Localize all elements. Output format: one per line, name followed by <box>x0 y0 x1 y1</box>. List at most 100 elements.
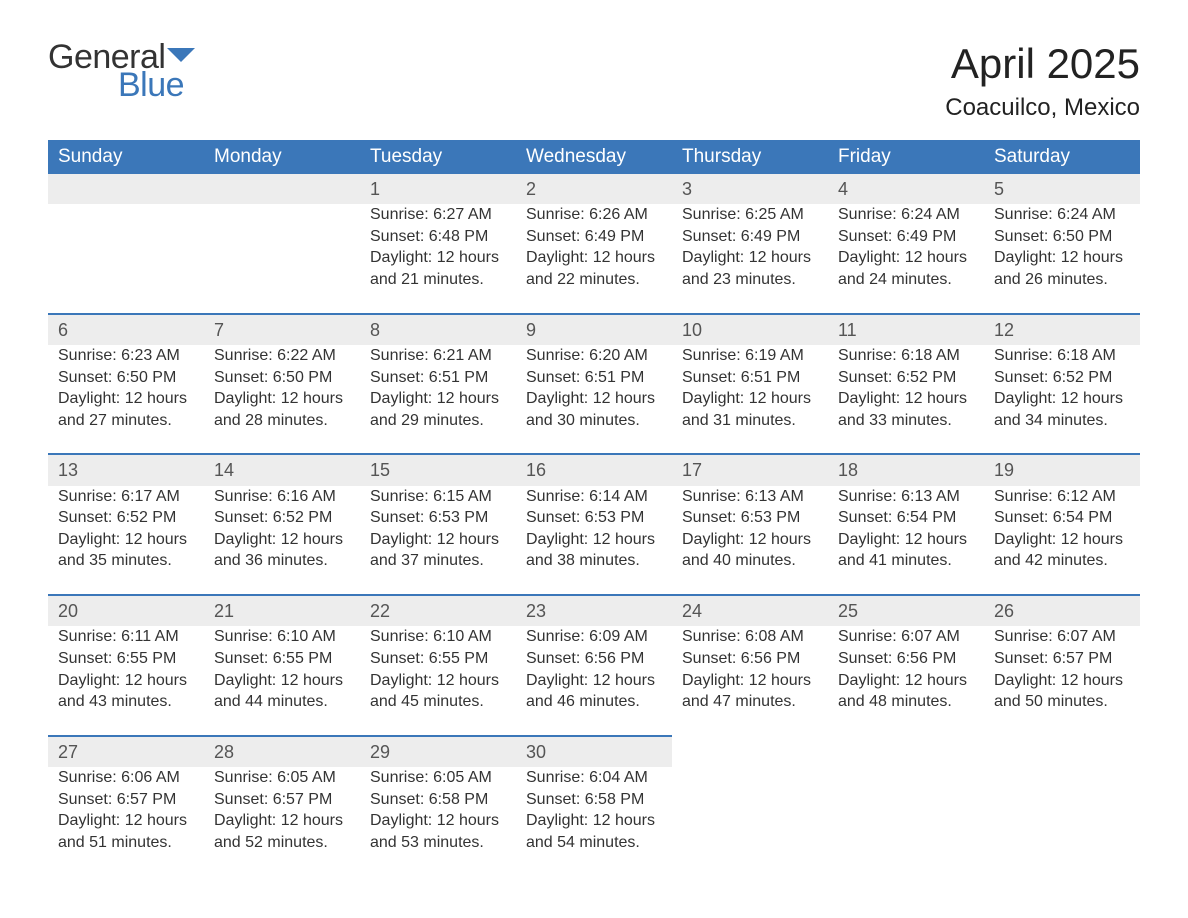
day-content-cell <box>672 767 828 875</box>
day-content-cell: Sunrise: 6:25 AMSunset: 6:49 PMDaylight:… <box>672 204 828 313</box>
day-number: 2 <box>526 179 536 199</box>
day-content-cell: Sunrise: 6:05 AMSunset: 6:58 PMDaylight:… <box>360 767 516 875</box>
sunrise-text: Sunrise: 6:08 AM <box>682 626 818 648</box>
day-content-cell <box>48 204 204 313</box>
day-number-row: 12345 <box>48 174 1140 204</box>
sunset-text: Sunset: 6:54 PM <box>838 507 974 529</box>
brand-word2: Blue <box>118 68 195 102</box>
sunrise-text: Sunrise: 6:18 AM <box>838 345 974 367</box>
daylight1-text: Daylight: 12 hours <box>58 810 194 832</box>
daylight2-text: and 40 minutes. <box>682 550 818 572</box>
sunset-text: Sunset: 6:55 PM <box>214 648 350 670</box>
day-content-cell: Sunrise: 6:10 AMSunset: 6:55 PMDaylight:… <box>360 626 516 735</box>
day-content-cell: Sunrise: 6:07 AMSunset: 6:57 PMDaylight:… <box>984 626 1140 735</box>
day-content-cell: Sunrise: 6:18 AMSunset: 6:52 PMDaylight:… <box>828 345 984 454</box>
calendar-body: 12345Sunrise: 6:27 AMSunset: 6:48 PMDayl… <box>48 174 1140 875</box>
sunset-text: Sunset: 6:54 PM <box>994 507 1130 529</box>
daylight1-text: Daylight: 12 hours <box>526 810 662 832</box>
sunset-text: Sunset: 6:58 PM <box>370 789 506 811</box>
day-content-cell: Sunrise: 6:06 AMSunset: 6:57 PMDaylight:… <box>48 767 204 875</box>
day-number-cell: 29 <box>360 736 516 767</box>
day-number: 26 <box>994 601 1014 621</box>
daylight1-text: Daylight: 12 hours <box>994 670 1130 692</box>
daylight2-text: and 38 minutes. <box>526 550 662 572</box>
sunset-text: Sunset: 6:57 PM <box>994 648 1130 670</box>
sunrise-text: Sunrise: 6:22 AM <box>214 345 350 367</box>
daylight1-text: Daylight: 12 hours <box>526 670 662 692</box>
day-number: 8 <box>370 320 380 340</box>
sunrise-text: Sunrise: 6:21 AM <box>370 345 506 367</box>
daylight1-text: Daylight: 12 hours <box>838 529 974 551</box>
daylight1-text: Daylight: 12 hours <box>370 529 506 551</box>
day-content-cell <box>984 767 1140 875</box>
page-header: General Blue April 2025 Coacuilco, Mexic… <box>48 40 1140 122</box>
daylight2-text: and 46 minutes. <box>526 691 662 713</box>
sunset-text: Sunset: 6:56 PM <box>838 648 974 670</box>
day-number-cell: 25 <box>828 595 984 626</box>
sunrise-text: Sunrise: 6:11 AM <box>58 626 194 648</box>
day-number-cell: 12 <box>984 314 1140 345</box>
day-number-cell: 23 <box>516 595 672 626</box>
day-content-cell: Sunrise: 6:12 AMSunset: 6:54 PMDaylight:… <box>984 486 1140 595</box>
day-number-cell: 8 <box>360 314 516 345</box>
day-number: 27 <box>58 742 78 762</box>
sunrise-text: Sunrise: 6:14 AM <box>526 486 662 508</box>
day-content-cell: Sunrise: 6:14 AMSunset: 6:53 PMDaylight:… <box>516 486 672 595</box>
sunrise-text: Sunrise: 6:18 AM <box>994 345 1130 367</box>
daylight2-text: and 41 minutes. <box>838 550 974 572</box>
daylight2-text: and 23 minutes. <box>682 269 818 291</box>
day-number: 17 <box>682 460 702 480</box>
day-content-cell: Sunrise: 6:24 AMSunset: 6:49 PMDaylight:… <box>828 204 984 313</box>
daylight1-text: Daylight: 12 hours <box>370 388 506 410</box>
day-number: 18 <box>838 460 858 480</box>
day-number: 11 <box>838 320 857 340</box>
sunset-text: Sunset: 6:55 PM <box>370 648 506 670</box>
day-number: 20 <box>58 601 78 621</box>
day-header: Saturday <box>984 140 1140 174</box>
day-number-cell <box>828 736 984 767</box>
daylight2-text: and 34 minutes. <box>994 410 1130 432</box>
sunrise-text: Sunrise: 6:07 AM <box>994 626 1130 648</box>
day-number-cell: 9 <box>516 314 672 345</box>
daylight2-text: and 45 minutes. <box>370 691 506 713</box>
day-content-cell: Sunrise: 6:07 AMSunset: 6:56 PMDaylight:… <box>828 626 984 735</box>
sunset-text: Sunset: 6:50 PM <box>994 226 1130 248</box>
day-content-cell <box>204 204 360 313</box>
daylight2-text: and 48 minutes. <box>838 691 974 713</box>
day-number: 25 <box>838 601 858 621</box>
day-content-row: Sunrise: 6:17 AMSunset: 6:52 PMDaylight:… <box>48 486 1140 595</box>
daylight2-text: and 36 minutes. <box>214 550 350 572</box>
sunset-text: Sunset: 6:57 PM <box>214 789 350 811</box>
sunrise-text: Sunrise: 6:07 AM <box>838 626 974 648</box>
day-number-cell: 17 <box>672 454 828 485</box>
day-number: 4 <box>838 179 848 199</box>
day-content-cell: Sunrise: 6:13 AMSunset: 6:53 PMDaylight:… <box>672 486 828 595</box>
sunset-text: Sunset: 6:52 PM <box>838 367 974 389</box>
day-header: Sunday <box>48 140 204 174</box>
day-header: Monday <box>204 140 360 174</box>
sunrise-text: Sunrise: 6:20 AM <box>526 345 662 367</box>
day-content-cell: Sunrise: 6:23 AMSunset: 6:50 PMDaylight:… <box>48 345 204 454</box>
day-number: 24 <box>682 601 702 621</box>
day-number-cell: 27 <box>48 736 204 767</box>
sunset-text: Sunset: 6:51 PM <box>370 367 506 389</box>
sunset-text: Sunset: 6:55 PM <box>58 648 194 670</box>
daylight2-text: and 44 minutes. <box>214 691 350 713</box>
day-number: 10 <box>682 320 702 340</box>
day-number-cell <box>204 174 360 204</box>
sunset-text: Sunset: 6:50 PM <box>214 367 350 389</box>
daylight2-text: and 22 minutes. <box>526 269 662 291</box>
title-block: April 2025 Coacuilco, Mexico <box>945 40 1140 122</box>
day-number-row: 6789101112 <box>48 314 1140 345</box>
sunset-text: Sunset: 6:51 PM <box>682 367 818 389</box>
day-number: 15 <box>370 460 390 480</box>
daylight2-text: and 51 minutes. <box>58 832 194 854</box>
day-number: 29 <box>370 742 390 762</box>
sunrise-text: Sunrise: 6:24 AM <box>838 204 974 226</box>
day-number-cell: 10 <box>672 314 828 345</box>
sunset-text: Sunset: 6:49 PM <box>838 226 974 248</box>
day-number-cell: 6 <box>48 314 204 345</box>
daylight2-text: and 52 minutes. <box>214 832 350 854</box>
day-content-cell: Sunrise: 6:15 AMSunset: 6:53 PMDaylight:… <box>360 486 516 595</box>
day-number-cell: 16 <box>516 454 672 485</box>
